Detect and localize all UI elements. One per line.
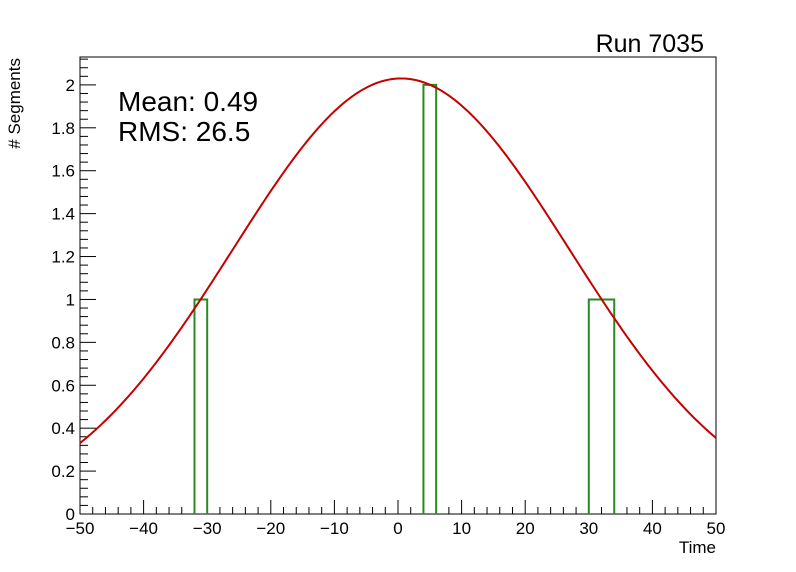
y-tick-label: 0.4 <box>51 419 75 438</box>
y-tick-label: 0.8 <box>51 333 75 352</box>
stats-mean: Mean: 0.49 <box>118 86 258 117</box>
y-tick-label: 1.4 <box>51 205 75 224</box>
x-axis-tick-labels: −50 −40 −30 −20 −10 0 10 20 30 40 50 <box>66 519 726 538</box>
histogram-bar <box>193 298 209 514</box>
x-tick-label: −40 <box>129 519 158 538</box>
histogram-bar <box>587 298 616 514</box>
x-tick-label: −20 <box>256 519 285 538</box>
y-axis-title: # Segments <box>5 58 24 149</box>
x-axis-title: Time <box>679 538 716 557</box>
x-tick-label: 0 <box>393 519 402 538</box>
x-tick-label: −30 <box>193 519 222 538</box>
y-tick-label: 0.2 <box>51 462 75 481</box>
y-tick-label: 1.8 <box>51 119 75 138</box>
y-tick-label: 1.2 <box>51 248 75 267</box>
x-tick-label: 20 <box>516 519 535 538</box>
y-tick-label: 0 <box>66 505 75 524</box>
x-tick-label: 40 <box>643 519 662 538</box>
x-axis-ticks <box>79 500 717 514</box>
x-tick-label: 50 <box>707 519 726 538</box>
histogram-bars <box>193 83 616 514</box>
y-tick-label: 0.6 <box>51 376 75 395</box>
y-axis-ticks <box>80 58 96 515</box>
x-tick-label: −50 <box>66 519 95 538</box>
histogram-bar <box>422 83 438 514</box>
x-tick-label: 10 <box>452 519 471 538</box>
chart-title: Run 7035 <box>596 30 704 58</box>
gaussian-fit-curve <box>79 77 717 444</box>
x-tick-label: −10 <box>320 519 349 538</box>
x-tick-label: 30 <box>579 519 598 538</box>
y-tick-label: 1.6 <box>51 162 75 181</box>
y-tick-label: 2 <box>66 76 75 95</box>
stats-rms: RMS: 26.5 <box>118 116 250 147</box>
y-tick-label: 1 <box>66 290 75 309</box>
y-axis-tick-labels: 0 0.2 0.4 0.6 0.8 1 1.2 1.4 1.6 1.8 2 <box>51 76 75 524</box>
